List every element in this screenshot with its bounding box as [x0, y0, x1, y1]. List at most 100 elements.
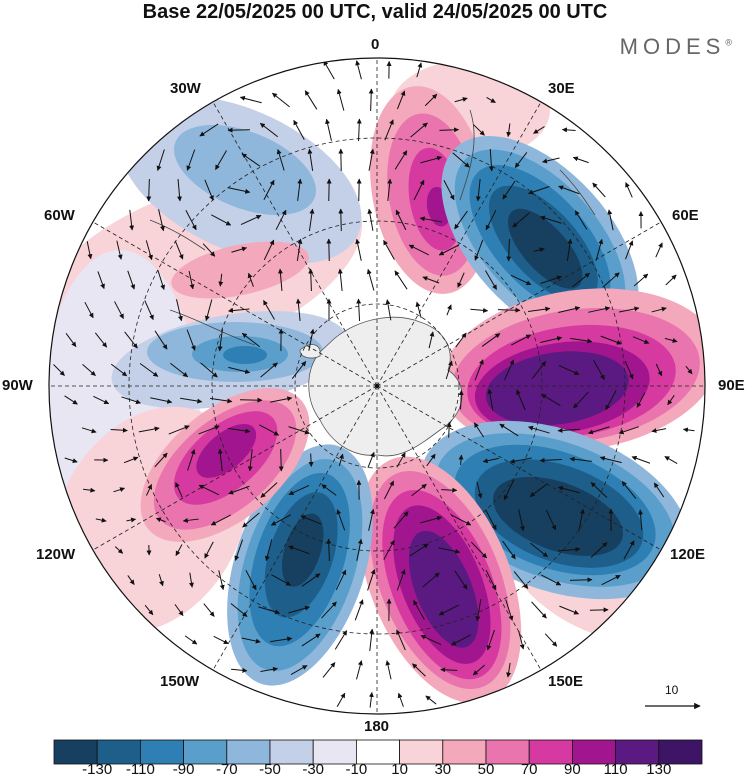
wind-arrow [504, 359, 514, 381]
wind-arrow [601, 574, 621, 586]
wind-arrow [368, 508, 375, 531]
wind-arrow [518, 509, 525, 532]
wind-arrow [64, 457, 78, 464]
wind-arrow [623, 540, 635, 560]
wind-arrow [588, 426, 610, 435]
wind-arrow [485, 209, 497, 231]
wind-arrow [288, 545, 310, 555]
wind-arrow [239, 397, 263, 403]
wind-arrow [513, 571, 529, 589]
wind-arrow [213, 635, 229, 645]
wind-arrow [82, 364, 96, 376]
wind-arrow [458, 390, 464, 410]
wind-arrow [589, 607, 609, 613]
wind-arrow [540, 336, 563, 343]
anomaly-low-80w [147, 322, 323, 382]
wind-arrow [154, 330, 168, 350]
wind-arrow [618, 306, 640, 313]
wind-arrow [653, 482, 665, 498]
wind-arrow [368, 148, 375, 171]
wind-arrow [655, 363, 663, 377]
wind-arrow [174, 604, 184, 617]
wind-arrow [450, 514, 472, 526]
wind-arrow [356, 538, 363, 561]
colorbar-tick-label: -130 [82, 761, 113, 778]
map-title: Base 22/05/2025 00 UTC, valid 24/05/2025… [142, 1, 608, 23]
wind-arrow [512, 212, 530, 228]
wind-arrow [150, 397, 173, 404]
wind-arrow [296, 238, 303, 261]
wind-arrow [572, 272, 590, 288]
wind-arrow [356, 660, 363, 680]
wind-arrow [336, 509, 346, 531]
wind-arrow [367, 451, 375, 468]
lon-label-150e: 150E [548, 673, 584, 690]
wind-arrow [336, 692, 346, 708]
wind-arrow [97, 271, 105, 290]
lon-label-180: 180 [364, 718, 390, 735]
wind-arrow [301, 633, 321, 647]
wind-arrow [408, 244, 430, 256]
wind-arrow [574, 210, 588, 230]
wind-arrow [65, 333, 77, 348]
wind-arrow [323, 60, 335, 80]
wind-arrow [488, 148, 494, 172]
wind-arrow [168, 425, 190, 435]
wind-arrow [241, 153, 261, 167]
wind-arrow [527, 425, 550, 434]
wind-arrow [540, 215, 562, 224]
wind-arrow [355, 60, 362, 80]
wind-arrow [123, 456, 139, 464]
wind-arrow [308, 453, 314, 467]
reference-vector-label: 10 [665, 683, 679, 697]
wind-arrow [368, 691, 374, 708]
wind-arrow [276, 148, 285, 171]
lon-label-60w: 60W [44, 207, 75, 224]
wind-arrow [457, 272, 465, 288]
wind-arrow [572, 156, 589, 164]
wind-arrow [182, 517, 199, 523]
anomaly-high-160e [358, 456, 522, 704]
wind-arrow [528, 306, 551, 313]
wind-arrow [541, 393, 561, 407]
wind-arrow [278, 448, 284, 472]
wind-arrow [247, 449, 253, 472]
wind-arrow [177, 178, 183, 202]
colorbar-tick-label: -30 [302, 761, 325, 778]
wind-arrow [557, 485, 580, 494]
wind-arrow [215, 150, 227, 170]
wind-arrow [529, 483, 549, 497]
wind-arrow [505, 599, 514, 621]
wind-arrow [506, 238, 512, 262]
wind-arrow [326, 238, 332, 262]
wind-arrow [263, 179, 275, 201]
wind-arrow [144, 604, 154, 616]
wind-arrow [486, 629, 495, 651]
wind-arrow [185, 210, 197, 231]
wind-arrow [247, 272, 254, 287]
wind-arrow [624, 360, 634, 380]
wind-arrow [121, 396, 142, 405]
wind-arrow [184, 635, 198, 645]
wind-arrow [53, 364, 65, 376]
wind-arrow [368, 88, 374, 112]
anomaly-low-160w [227, 444, 373, 686]
wind-arrow [383, 539, 395, 560]
wind-arrow [422, 276, 440, 284]
wind-arrow [291, 360, 307, 379]
wind-arrow [473, 422, 485, 438]
wind-arrow [422, 572, 440, 588]
wind-arrow [383, 480, 395, 500]
wind-arrow [395, 209, 407, 231]
antarctica [308, 316, 463, 457]
wind-arrow [263, 239, 275, 261]
wind-arrow [259, 122, 279, 138]
wind-arrow [158, 574, 164, 587]
wind-arrow [180, 397, 203, 404]
wind-arrow [413, 599, 425, 620]
wind-arrow [665, 274, 677, 286]
wind-arrow [509, 457, 532, 464]
wind-arrow [175, 544, 183, 557]
wind-arrow [452, 152, 470, 168]
wind-arrow [384, 119, 394, 141]
